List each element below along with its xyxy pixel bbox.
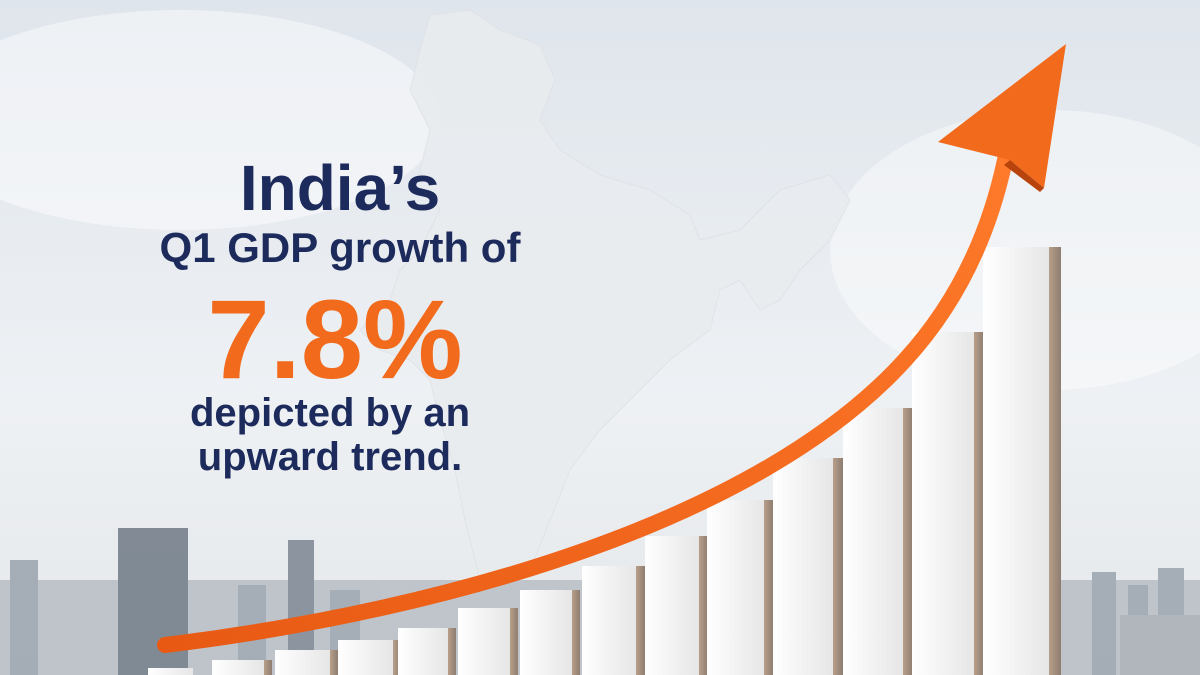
headline-line: upward trend. bbox=[198, 435, 462, 479]
headline-line: depicted by an bbox=[190, 391, 470, 435]
headline: India’s Q1 GDP growth of 7.8% depicted b… bbox=[160, 152, 522, 479]
map bbox=[359, 9, 851, 601]
headline-line: Q1 GDP growth of bbox=[160, 224, 522, 271]
headline-line: India’s bbox=[240, 152, 440, 224]
cloud bbox=[0, 10, 440, 230]
bars bbox=[148, 247, 1061, 675]
trend-arrow bbox=[157, 44, 1066, 653]
headline-figure: 7.8% bbox=[207, 277, 462, 402]
